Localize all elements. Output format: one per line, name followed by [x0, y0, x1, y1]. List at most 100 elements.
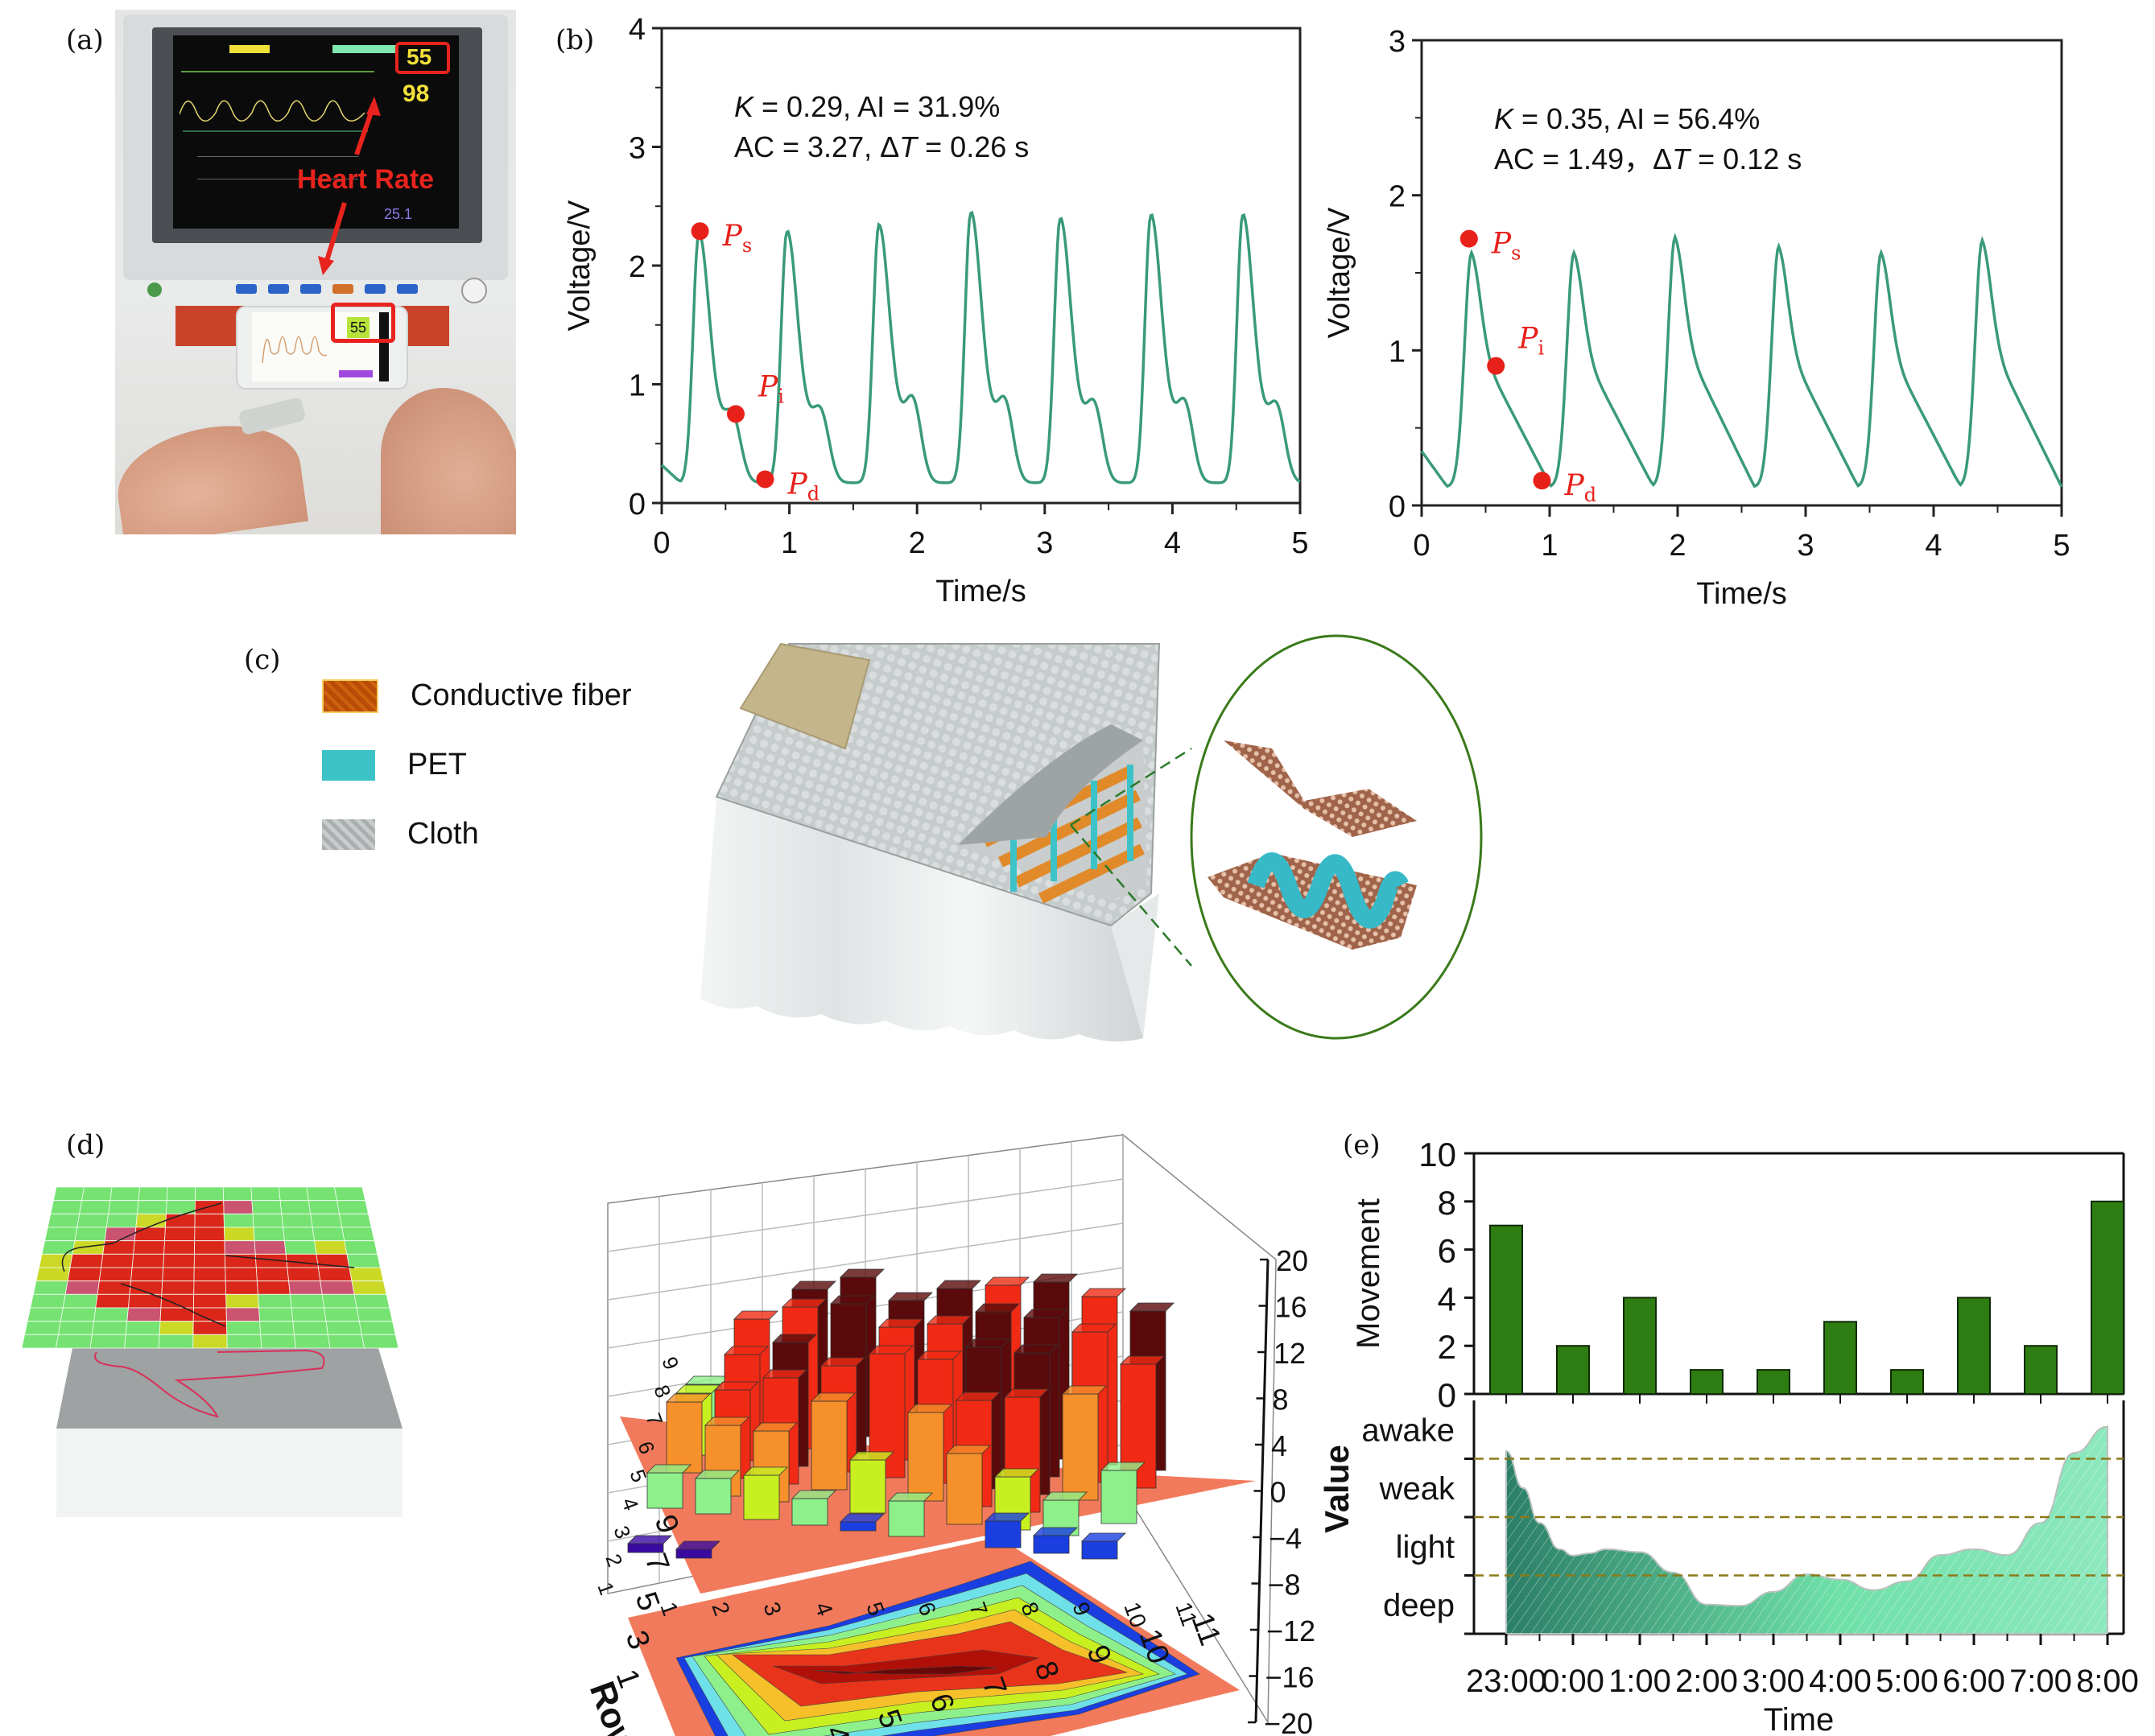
- bar-3d-top: [1004, 1388, 1049, 1398]
- y-tick-label: 2: [1389, 180, 1406, 214]
- heatmap-cell: [193, 1293, 227, 1309]
- bar-3d-top: [1062, 1385, 1107, 1395]
- y-tick-label: 3: [1389, 25, 1406, 59]
- heatmap-cell: [223, 1200, 254, 1214]
- bar-3d: [946, 1453, 983, 1525]
- heatmap-cell: [105, 1213, 138, 1228]
- value-tick-label: 0: [1270, 1476, 1286, 1509]
- panel-label-e: (e): [1343, 1129, 1381, 1161]
- marker-subscript: d: [1584, 484, 1596, 506]
- movement-bar: [2091, 1200, 2124, 1395]
- value-tick-label: −20: [1264, 1707, 1313, 1736]
- heatmap-cell: [193, 1280, 227, 1295]
- value-tick-label: −12: [1266, 1614, 1315, 1647]
- heatmap-cell: [279, 1200, 312, 1214]
- heatmap-cell: [47, 1213, 81, 1228]
- heatmap-cell: [158, 1334, 194, 1349]
- bar-3d-top: [975, 1303, 1020, 1313]
- heart-rate-annotation: Heart Rate: [297, 164, 435, 195]
- y-tick-label: 0: [1438, 1376, 1456, 1414]
- heatmap-cell: [32, 1280, 68, 1295]
- legend-label: Cloth: [407, 817, 479, 851]
- movement-bar: [1556, 1345, 1590, 1396]
- folded-cloth-corner: [958, 724, 1143, 845]
- marker-subscript: i: [1538, 337, 1544, 360]
- heatmap-cell: [287, 1267, 321, 1282]
- bar-3d-top: [1081, 1532, 1126, 1542]
- heatmap-cell: [160, 1293, 195, 1309]
- bar-3d: [646, 1472, 683, 1509]
- x-tick-label: 4: [1164, 526, 1181, 560]
- panel-a-photo: 55 98 25.1 Heart Rate 55: [115, 10, 516, 534]
- heatmap-cell: [341, 1227, 375, 1242]
- x-tick-label: 3:00: [1742, 1664, 1805, 1699]
- mattress-top: [56, 1348, 403, 1429]
- marker-subscript: s: [1511, 242, 1521, 265]
- bar-3d-top: [1033, 1527, 1078, 1536]
- stage-label-awake: awake: [1361, 1412, 1455, 1448]
- heatmap-cell: [361, 1334, 399, 1349]
- heatmap-cell: [39, 1253, 73, 1268]
- x-axis-label: Time/s: [935, 575, 1026, 608]
- marker-label-Pd: Pd: [1563, 469, 1596, 506]
- ac-value: AC = 1.49，Δ: [1494, 142, 1672, 175]
- bar-3d-top: [840, 1268, 885, 1278]
- annotation-line-1: K = 0.29, AI = 31.9%: [734, 90, 1000, 123]
- heatmap-cell: [126, 1307, 162, 1322]
- marker-label-Ps: Ps: [1491, 228, 1521, 265]
- heatmap-cell: [67, 1267, 102, 1282]
- right-hand: [381, 388, 516, 534]
- marker-Pi: [726, 405, 745, 423]
- k-ai-values: = 0.29, AI = 31.9%: [753, 90, 1000, 123]
- pet-swatch: [322, 749, 375, 781]
- contour-level: [812, 1665, 999, 1675]
- heatmap-cell: [56, 1334, 93, 1349]
- x-tick-label: 1:00: [1608, 1664, 1671, 1699]
- bar-3d-top: [965, 1338, 1010, 1348]
- heatmap-cell: [30, 1293, 66, 1309]
- panel-label-c: (c): [244, 644, 281, 676]
- x-tick-label: 1: [781, 526, 798, 560]
- marker-Ps: [691, 222, 709, 241]
- heatmap-cell: [193, 1253, 226, 1268]
- phone-heart-rate-box: [331, 303, 395, 343]
- pillow: [739, 642, 871, 750]
- heatmap-cell: [225, 1293, 259, 1309]
- value-tick-label: 20: [1276, 1244, 1308, 1277]
- heatmap-cell: [321, 1293, 357, 1309]
- bar-3d: [791, 1498, 828, 1526]
- bar-3d-top: [1014, 1344, 1059, 1354]
- y-tick-label: 6: [1438, 1232, 1456, 1270]
- x-tick-label: 4:00: [1809, 1664, 1872, 1699]
- bar-3d-top: [985, 1512, 1030, 1522]
- marker-Pi: [1487, 357, 1505, 375]
- bar-3d-top: [733, 1310, 778, 1320]
- row-axis-label: Row: [582, 1676, 645, 1736]
- bar-3d: [743, 1474, 780, 1520]
- movement-bar: [1690, 1369, 1724, 1396]
- heatmap-cell: [252, 1213, 284, 1228]
- heatmap-cell: [102, 1240, 135, 1255]
- heatmap-cell: [134, 1227, 166, 1242]
- x-tick-label: 8:00: [2076, 1664, 2139, 1699]
- heatmap-cell: [256, 1280, 291, 1295]
- value-tick-label: 12: [1274, 1337, 1306, 1370]
- bar-3d-top: [820, 1357, 865, 1367]
- heatmap-cell: [226, 1334, 262, 1349]
- x-tick-label: 7:00: [2009, 1664, 2072, 1699]
- heatmap-cell: [62, 1293, 98, 1309]
- x-tick-label: 3: [1797, 529, 1814, 563]
- annotation-line-1: K = 0.35, AI = 56.4%: [1494, 102, 1760, 135]
- pet-strips: [1010, 765, 1133, 892]
- heatmap-cell: [195, 1186, 225, 1202]
- heatmap-cell: [72, 1240, 105, 1255]
- heatmap-cell: [225, 1307, 261, 1322]
- heatmap-cell: [21, 1334, 59, 1349]
- heatmap-cell: [108, 1200, 139, 1214]
- legend-cloth: Cloth: [322, 817, 479, 852]
- bar-3d: [1100, 1470, 1137, 1524]
- y-axis-label: Voltage/V: [563, 200, 597, 331]
- x-tick-label: 5: [1291, 526, 1308, 560]
- heatmap-cell: [324, 1307, 360, 1322]
- heatmap-cell: [27, 1307, 64, 1322]
